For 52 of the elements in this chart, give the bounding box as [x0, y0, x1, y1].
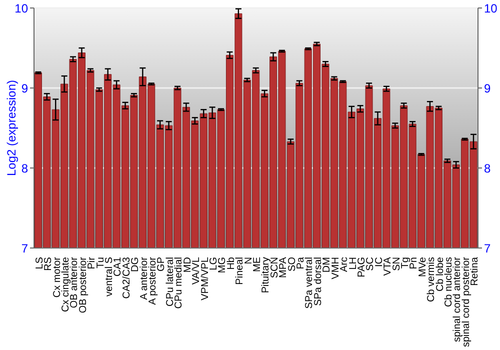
x-tick-label: Cb lobe: [434, 256, 446, 292]
x-tick-label: Tu: [95, 257, 106, 268]
y-tick-label: 8: [21, 161, 28, 176]
x-tick-label: Cx cingulate: [60, 256, 72, 312]
x-tick-label: A posterior: [148, 256, 159, 305]
x-tick-label: CA1: [112, 256, 124, 276]
x-tick-label: PAG: [356, 256, 368, 278]
x-tick-label: ventral S: [104, 256, 115, 296]
x-tick-label: Pineal: [234, 257, 246, 285]
x-tick-label: OB posterior: [78, 256, 89, 314]
x-tick-label: OB anterior: [69, 256, 80, 308]
x-tick-label: VTA: [382, 256, 394, 276]
x-tick-label: CPu medial: [174, 257, 185, 309]
x-tick-label: LG: [208, 256, 220, 270]
x-tick-label: GP: [156, 256, 168, 272]
x-tick-label: CPu lateral: [164, 257, 176, 306]
x-tick-label: DG: [130, 256, 142, 272]
x-tick-label: DM: [322, 257, 333, 273]
x-tick-label: CA2/CA3: [121, 256, 132, 299]
x-tick-label: spinal cord posterior: [460, 256, 472, 348]
x-tick-label: spinal cord anterior: [452, 256, 464, 342]
x-tick-label: SO: [286, 256, 298, 272]
y-tick-label: 7: [21, 241, 28, 256]
x-tick-label: LS: [34, 256, 46, 270]
x-tick-label: Pituitary: [260, 257, 272, 294]
y2-tick-label: 9: [484, 81, 491, 96]
x-tick-label: Tg: [400, 257, 411, 269]
x-tick-label: A anterior: [138, 256, 150, 300]
x-tick-label: Pn: [408, 257, 420, 270]
x-tick-label: SC: [365, 257, 376, 271]
x-tick-label: SPa dorsal: [312, 257, 324, 306]
x-tick-label: RS: [43, 256, 54, 271]
x-tick-label: Arc: [339, 257, 350, 272]
x-tick-label: N: [243, 257, 254, 264]
y2-tick-label: 10: [484, 1, 498, 16]
x-tick-label: SCN: [269, 257, 280, 278]
x-tick-label: IC: [374, 257, 385, 267]
x-tick-label: LH: [348, 257, 359, 270]
x-tick-label: Hb: [226, 256, 237, 270]
y-tick-label: 9: [21, 81, 28, 96]
x-tick-label: ME: [252, 256, 263, 272]
x-tick-label: VPM/VPL: [200, 256, 211, 300]
y2-tick-label: 7: [484, 241, 491, 256]
x-tick-label: VMH: [330, 257, 342, 280]
x-tick-label: Retina: [470, 256, 481, 286]
x-tick-label: SN: [391, 257, 402, 271]
x-tick-label: Pir: [86, 256, 98, 270]
x-tick-label: MPA: [278, 256, 290, 278]
y2-tick-label: 8: [484, 161, 491, 176]
y-tick-label: 10: [14, 1, 28, 16]
x-tick-label: MVe: [417, 256, 428, 278]
y-axis-title: Log2 (expression): [4, 80, 18, 176]
